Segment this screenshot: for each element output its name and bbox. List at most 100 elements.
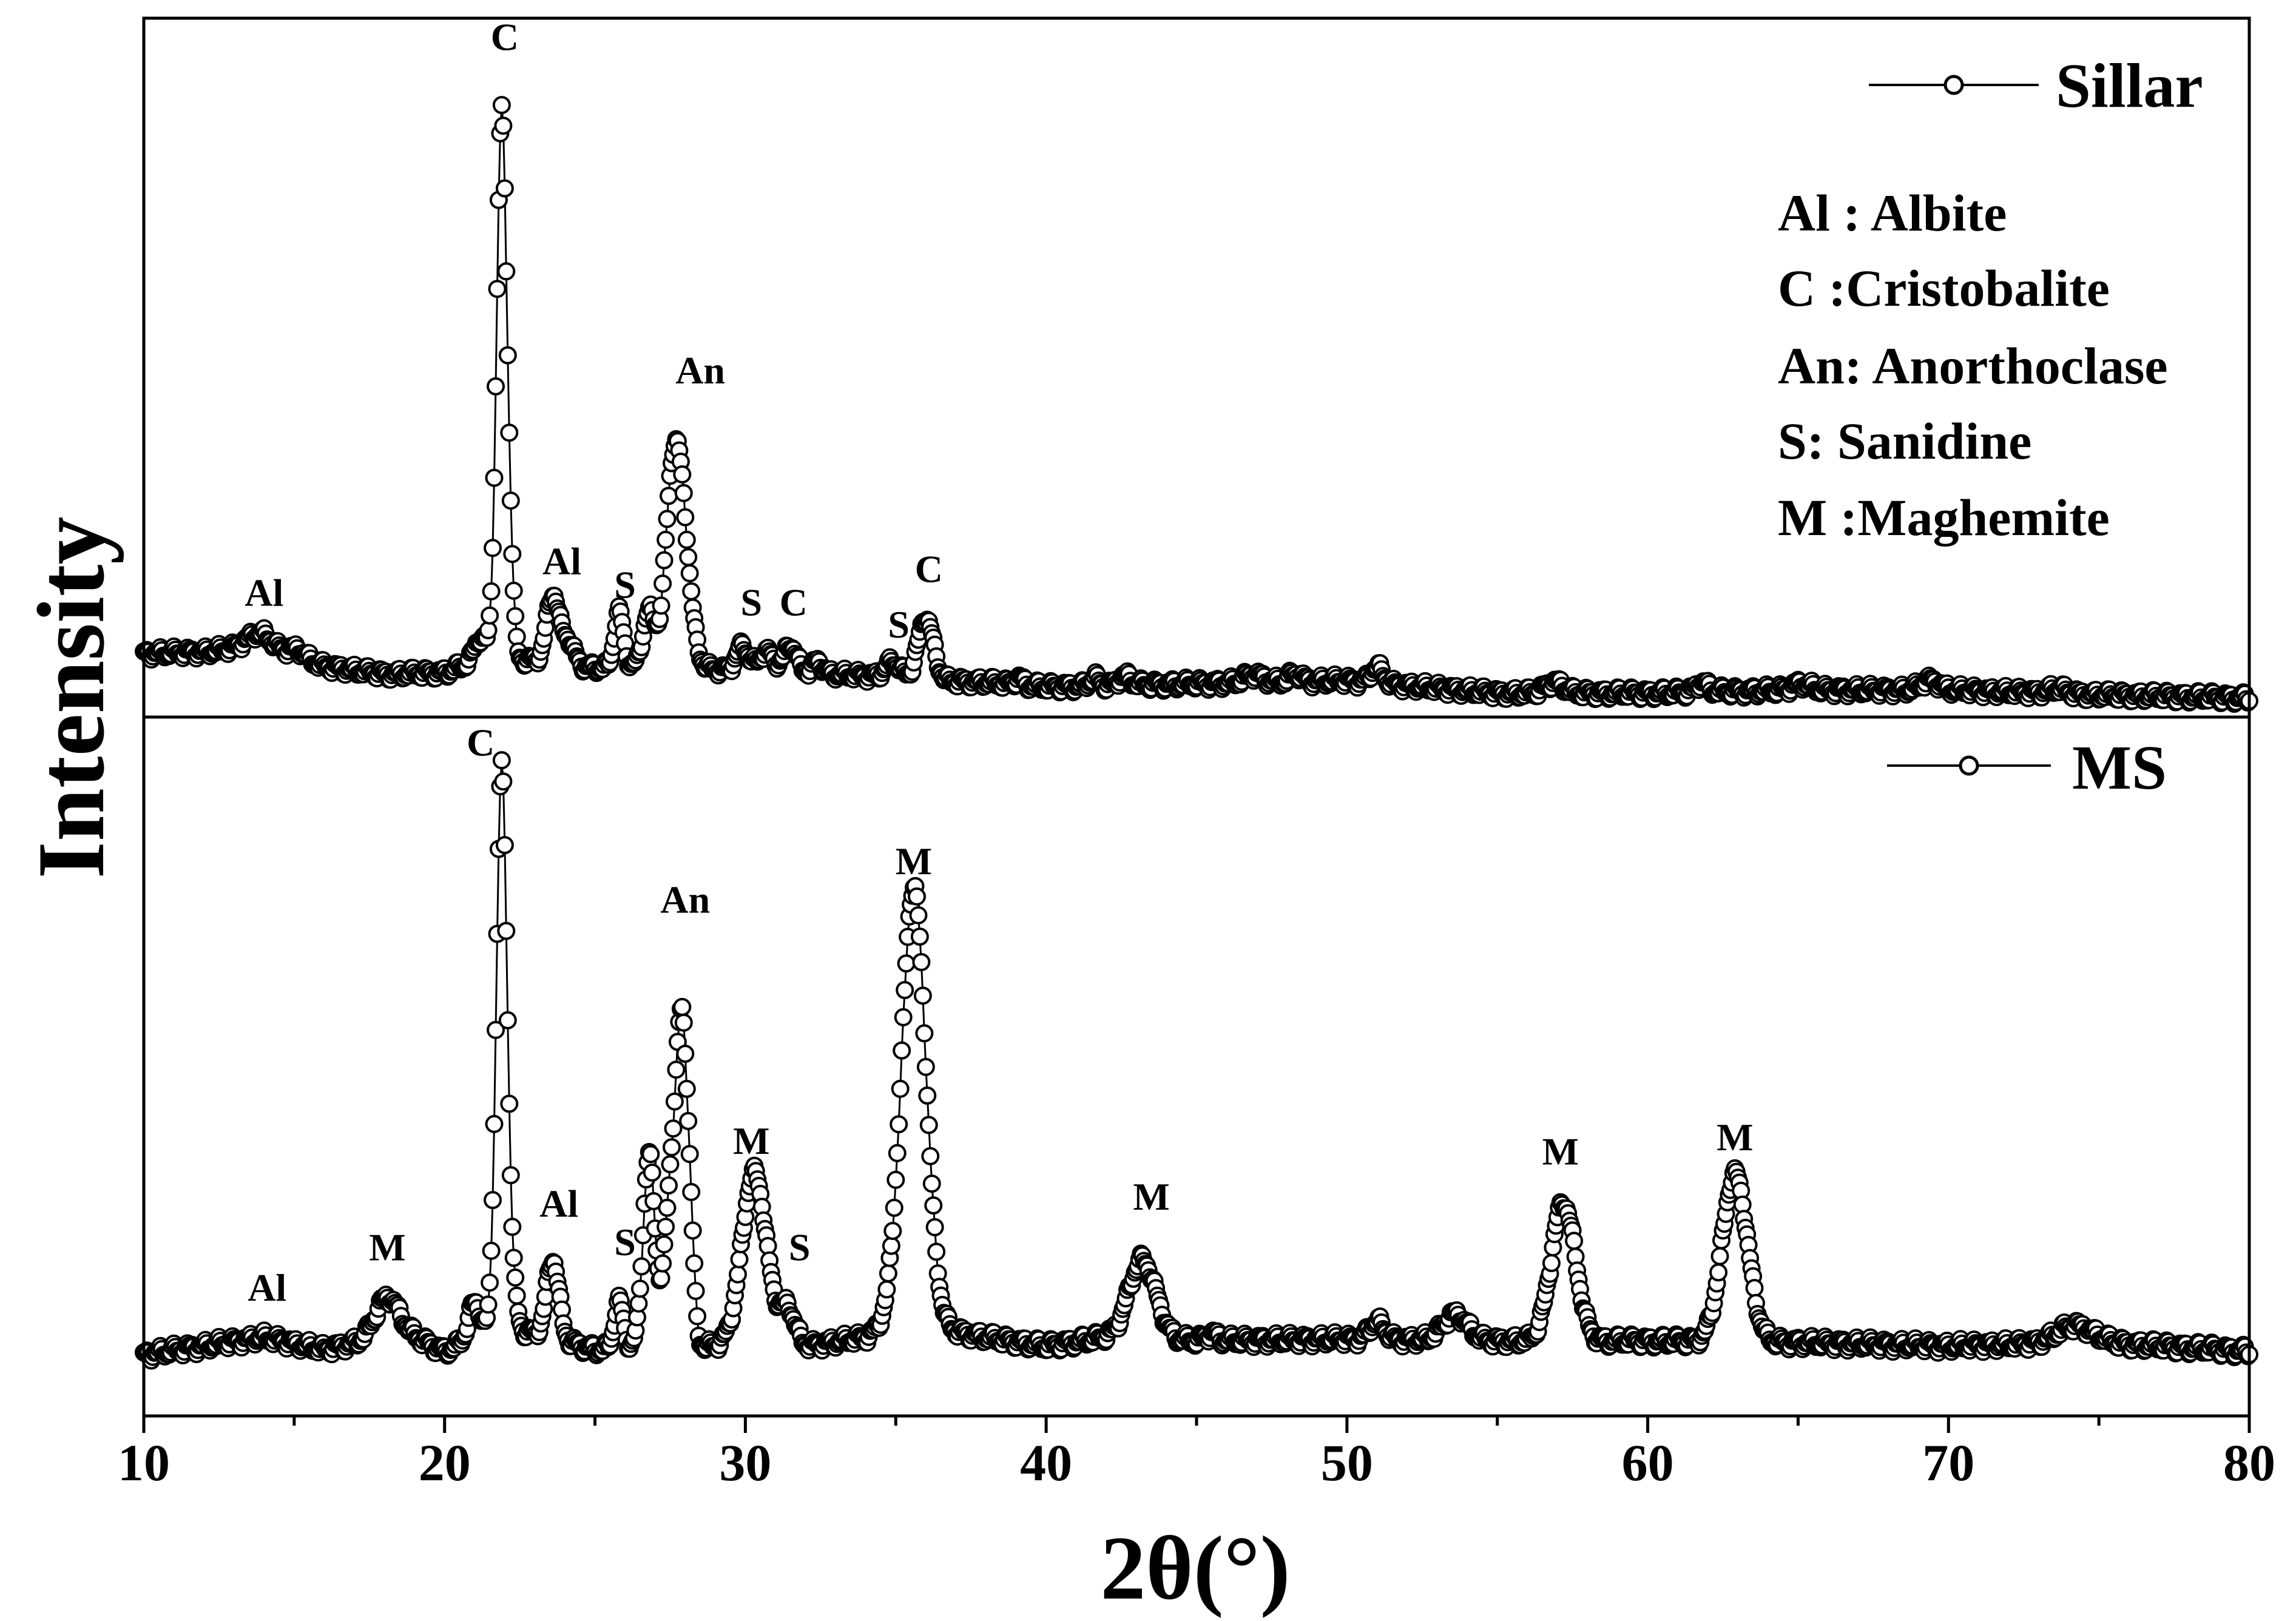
data-point xyxy=(657,530,675,549)
data-point xyxy=(927,1242,946,1261)
data-point xyxy=(673,465,692,484)
phase-key-maghemite: M :Maghemite xyxy=(1778,488,2110,547)
peak-label: M xyxy=(369,1226,405,1269)
data-point xyxy=(888,1144,907,1162)
ms-legend-label: MS xyxy=(2072,733,2167,803)
data-point xyxy=(500,1094,519,1113)
peak-label: M xyxy=(1133,1175,1169,1218)
data-point xyxy=(655,1235,674,1254)
data-point xyxy=(883,1222,902,1240)
data-point xyxy=(661,1155,680,1174)
data-point xyxy=(629,1294,648,1313)
data-point xyxy=(677,530,696,549)
x-tick-label: 20 xyxy=(419,1434,471,1492)
data-point xyxy=(504,1249,523,1267)
data-point xyxy=(908,887,926,906)
data-point xyxy=(641,1145,660,1164)
x-tick-label: 50 xyxy=(1321,1434,1373,1492)
data-point xyxy=(660,487,678,505)
data-point xyxy=(1710,1247,1729,1265)
data-point xyxy=(683,1221,702,1240)
data-point xyxy=(676,1045,695,1063)
data-point xyxy=(909,906,928,925)
data-point xyxy=(479,621,498,639)
data-point xyxy=(890,1115,908,1134)
data-point xyxy=(676,508,695,527)
data-point xyxy=(673,997,692,1016)
data-point xyxy=(664,1119,683,1138)
data-point xyxy=(679,548,698,567)
peak-label: M xyxy=(733,1119,769,1162)
phase-key-sanidine: S: Sanidine xyxy=(1778,412,2031,470)
data-point xyxy=(893,1041,911,1060)
data-point xyxy=(492,96,511,115)
data-point xyxy=(485,468,504,487)
data-point xyxy=(679,1111,698,1130)
x-tick-label: 40 xyxy=(1020,1434,1072,1492)
data-point xyxy=(643,1163,661,1182)
data-point xyxy=(916,1057,935,1076)
phase-key-albite: Al : Albite xyxy=(1778,184,2007,242)
data-point xyxy=(501,491,520,510)
data-point xyxy=(498,1011,517,1030)
peak-label: S xyxy=(888,603,910,646)
x-axis-label: 2θ(°) xyxy=(1100,1518,1290,1619)
data-point xyxy=(682,582,701,601)
data-point xyxy=(653,575,672,593)
ms-peak-labels: Al M C Al S An M S M M M M xyxy=(248,721,1753,1309)
data-point xyxy=(481,1273,499,1292)
data-point xyxy=(495,179,514,198)
data-point xyxy=(925,1218,944,1236)
data-point xyxy=(503,545,522,564)
peak-label: M xyxy=(896,840,932,883)
data-point xyxy=(919,1116,938,1134)
data-point xyxy=(686,1282,705,1300)
data-point xyxy=(658,1198,677,1217)
data-point xyxy=(913,986,932,1005)
data-point xyxy=(492,751,511,770)
data-point xyxy=(879,1264,897,1282)
peak-label: C xyxy=(467,721,495,764)
data-point xyxy=(729,1265,747,1284)
sillar-legend: Sillar xyxy=(1869,51,2203,121)
peak-label: Al xyxy=(245,571,283,615)
data-point xyxy=(484,1191,502,1210)
sillar-curve xyxy=(135,96,2258,713)
data-point xyxy=(488,280,507,298)
peak-label: Al xyxy=(539,1182,578,1225)
ms-curve xyxy=(135,751,2258,1370)
data-point xyxy=(495,836,514,854)
data-point xyxy=(894,1008,913,1026)
data-point xyxy=(891,1079,910,1098)
peak-label: M xyxy=(1542,1130,1579,1173)
data-point xyxy=(922,1174,941,1193)
data-point xyxy=(921,1147,940,1165)
data-point xyxy=(485,1114,504,1133)
y-axis-label: Intensity xyxy=(18,517,124,879)
data-point xyxy=(507,1286,526,1305)
x-tick-label: 30 xyxy=(719,1434,771,1492)
data-point xyxy=(500,423,519,442)
data-point xyxy=(1542,1254,1561,1272)
data-point xyxy=(655,551,674,570)
data-point xyxy=(1709,1263,1728,1282)
data-point xyxy=(665,1092,684,1111)
data-point xyxy=(507,627,526,646)
ms-legend-marker xyxy=(1959,755,1979,776)
data-point xyxy=(487,377,505,396)
data-point xyxy=(897,954,916,973)
data-point xyxy=(657,1218,675,1236)
data-point xyxy=(481,606,499,625)
data-point xyxy=(652,596,670,615)
data-point xyxy=(482,1241,501,1260)
data-point xyxy=(501,1166,520,1185)
data-point xyxy=(658,510,677,528)
peak-label: S xyxy=(741,581,763,624)
data-point xyxy=(730,1250,749,1269)
data-point xyxy=(504,581,523,600)
sillar-legend-label: Sillar xyxy=(2056,51,2203,121)
data-point xyxy=(660,1176,678,1195)
data-point xyxy=(506,1268,525,1287)
